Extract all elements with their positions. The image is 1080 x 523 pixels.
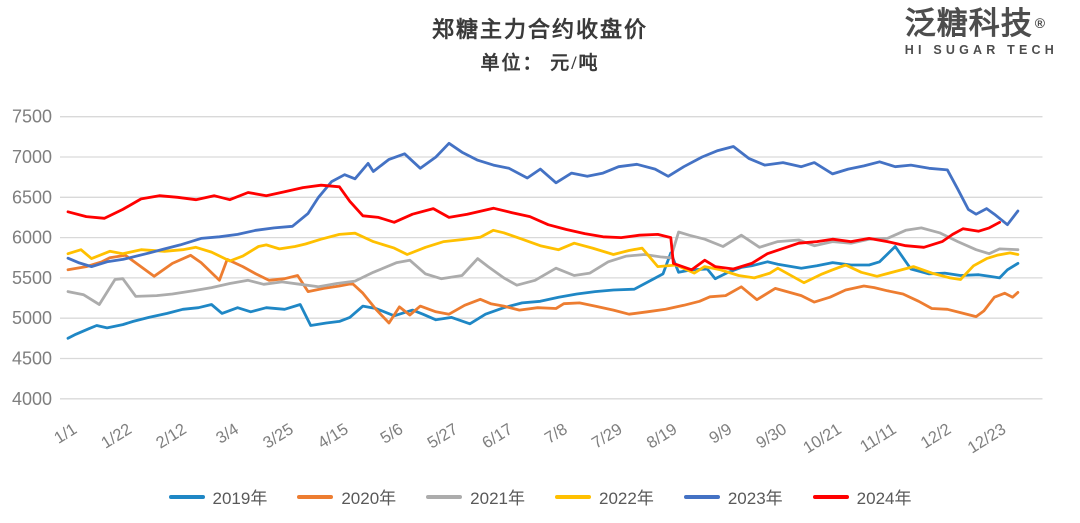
x-axis-tick-label: 3/4 xyxy=(213,420,242,447)
x-axis-tick-label: 10/21 xyxy=(800,420,845,457)
x-axis-tick-label: 5/27 xyxy=(424,420,461,452)
legend-swatch-2021年 xyxy=(426,494,463,499)
chart-legend: 2019年 2020年 2021年 2022年 2023年 2024年 xyxy=(0,484,1080,509)
x-axis-tick-label: 5/6 xyxy=(377,420,406,447)
legend-swatch-2023年 xyxy=(683,494,720,499)
brand-logo-tagline: HI SUGAR TECH xyxy=(904,43,1058,57)
y-axis-tick-label: 6000 xyxy=(12,228,52,248)
legend-item-2024年: 2024年 xyxy=(812,484,912,509)
y-axis-tick-label: 6500 xyxy=(12,187,52,207)
x-axis-tick-label: 4/15 xyxy=(315,420,352,452)
legend-label: 2020年 xyxy=(341,489,397,508)
legend-label: 2023年 xyxy=(727,489,783,508)
registered-trademark-icon: ® xyxy=(1034,14,1046,31)
x-axis-tick-label: 1/1 xyxy=(51,420,80,447)
y-axis-tick-label: 5000 xyxy=(12,308,52,328)
x-axis-tick-label: 7/8 xyxy=(542,420,571,447)
brand-logo: 泛糖科技 ® HI SUGAR TECH xyxy=(905,8,1058,57)
series-line-2023年 xyxy=(66,141,1020,269)
legend-swatch-2024年 xyxy=(812,494,849,499)
page-subtitle: 单位： 元/吨 xyxy=(480,53,600,74)
legend-label: 2021年 xyxy=(470,489,525,508)
page-title: 郑糖主力合约收盘价 xyxy=(431,17,648,42)
y-axis-tick-label: 7000 xyxy=(12,147,52,167)
series-line-2019年 xyxy=(66,245,1020,340)
x-axis-tick-label: 9/9 xyxy=(706,420,735,447)
series-line-2022年 xyxy=(66,228,1020,285)
x-axis-tick-label: 6/17 xyxy=(479,420,516,452)
legend-item-2020年: 2020年 xyxy=(297,484,396,509)
legend-swatch-2019年 xyxy=(168,494,205,499)
series-line-2024年 xyxy=(66,183,1001,272)
legend-item-2019年: 2019年 xyxy=(168,484,268,509)
legend-item-2022年: 2022年 xyxy=(555,484,654,509)
legend-item-2023年: 2023年 xyxy=(683,484,783,509)
legend-label: 2024年 xyxy=(856,489,912,508)
x-axis-tick-label: 12/23 xyxy=(965,420,1010,457)
y-axis-tick-label: 4000 xyxy=(12,389,52,409)
x-axis-tick-label: 11/11 xyxy=(857,420,899,456)
x-axis-tick-label: 12/2 xyxy=(918,420,955,452)
y-axis-tick-label: 7500 xyxy=(12,107,52,127)
x-axis-tick-label: 9/30 xyxy=(753,420,790,452)
x-axis-tick-label: 2/12 xyxy=(153,420,190,452)
legend-label: 2022年 xyxy=(599,489,654,508)
brand-logo-text: 泛糖科技 xyxy=(904,6,1033,41)
x-axis-tick-label: 3/25 xyxy=(260,420,297,452)
legend-swatch-2020年 xyxy=(297,494,334,499)
y-axis-tick-label: 4500 xyxy=(12,349,52,369)
x-axis-tick-label: 8/19 xyxy=(644,420,681,452)
legend-item-2021年: 2021年 xyxy=(426,484,525,509)
y-axis-tick-label: 5500 xyxy=(12,268,52,288)
legend-label: 2019年 xyxy=(212,489,268,508)
x-axis-tick-label: 1/22 xyxy=(98,420,135,452)
x-axis-tick-label: 7/29 xyxy=(589,420,626,452)
series-line-2020年 xyxy=(66,253,1020,325)
legend-swatch-2022年 xyxy=(555,494,591,499)
